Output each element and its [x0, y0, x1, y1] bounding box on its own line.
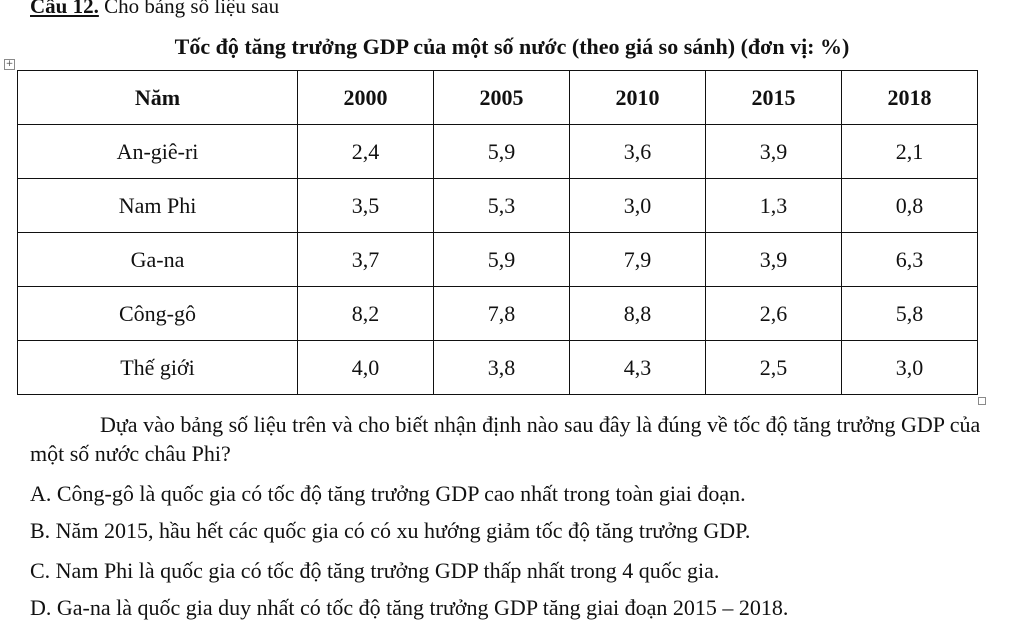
country-cell: An-giê-ri: [17, 124, 298, 179]
value-cell: 3,0: [569, 178, 706, 233]
value-cell: 7,9: [569, 232, 706, 287]
header-year-2015: 2015: [705, 70, 842, 125]
value-cell: 3,5: [297, 178, 434, 233]
value-cell: 5,3: [433, 178, 570, 233]
value-cell: 3,8: [433, 340, 570, 395]
country-cell: Nam Phi: [17, 178, 298, 233]
value-cell: 3,6: [569, 124, 706, 179]
option-c: C. Nam Phi là quốc gia có tốc độ tăng tr…: [30, 558, 720, 583]
header-year-2000: 2000: [297, 70, 434, 125]
value-cell: 0,8: [841, 178, 978, 233]
header-year-2010: 2010: [569, 70, 706, 125]
value-cell: 8,8: [569, 286, 706, 341]
question-header: Câu 12. Cho bảng số liệu sau: [30, 0, 279, 18]
value-cell: 3,9: [705, 232, 842, 287]
value-cell: 5,9: [433, 232, 570, 287]
table-row: An-giê-ri 2,4 5,9 3,6 3,9 2,1: [17, 124, 978, 179]
value-cell: 2,4: [297, 124, 434, 179]
value-cell: 4,0: [297, 340, 434, 395]
value-cell: 6,3: [841, 232, 978, 287]
value-cell: 3,9: [705, 124, 842, 179]
gdp-growth-table: Năm 2000 2005 2010 2015 2018 An-giê-ri 2…: [17, 70, 978, 395]
table-row: Nam Phi 3,5 5,3 3,0 1,3 0,8: [17, 178, 978, 233]
header-year-label: Năm: [17, 70, 298, 125]
question-prompt: Dựa vào bảng số liệu trên và cho biết nh…: [30, 412, 981, 466]
header-year-2005: 2005: [433, 70, 570, 125]
value-cell: 1,3: [705, 178, 842, 233]
table-row: Thế giới 4,0 3,8 4,3 2,5 3,0: [17, 340, 978, 395]
value-cell: 7,8: [433, 286, 570, 341]
header-year-2018: 2018: [841, 70, 978, 125]
cut-off-text-fragment: [270, 633, 360, 637]
value-cell: 3,7: [297, 232, 434, 287]
table-title: Tốc độ tăng trưởng GDP của một số nước (…: [174, 34, 850, 59]
option-d: D. Ga-na là quốc gia duy nhất có tốc độ …: [30, 595, 789, 620]
value-cell: 3,0: [841, 340, 978, 395]
country-cell: Công-gô: [17, 286, 298, 341]
country-cell: Ga-na: [17, 232, 298, 287]
option-a: A. Công-gô là quốc gia có tốc độ tăng tr…: [30, 481, 746, 506]
option-b: B. Năm 2015, hầu hết các quốc gia có có …: [30, 518, 751, 543]
value-cell: 4,3: [569, 340, 706, 395]
value-cell: 5,9: [433, 124, 570, 179]
value-cell: 8,2: [297, 286, 434, 341]
value-cell: 2,5: [705, 340, 842, 395]
table-row: Công-gô 8,2 7,8 8,8 2,6 5,8: [17, 286, 978, 341]
table-header-row: Năm 2000 2005 2010 2015 2018: [17, 70, 978, 125]
table-move-handle-icon[interactable]: +: [4, 59, 15, 70]
country-cell: Thế giới: [17, 340, 298, 395]
table-resize-handle-icon[interactable]: [978, 397, 986, 405]
value-cell: 2,1: [841, 124, 978, 179]
question-intro: Cho bảng số liệu sau: [104, 0, 280, 18]
question-number: Câu 12.: [30, 0, 99, 18]
value-cell: 5,8: [841, 286, 978, 341]
table-row: Ga-na 3,7 5,9 7,9 3,9 6,3: [17, 232, 978, 287]
value-cell: 2,6: [705, 286, 842, 341]
